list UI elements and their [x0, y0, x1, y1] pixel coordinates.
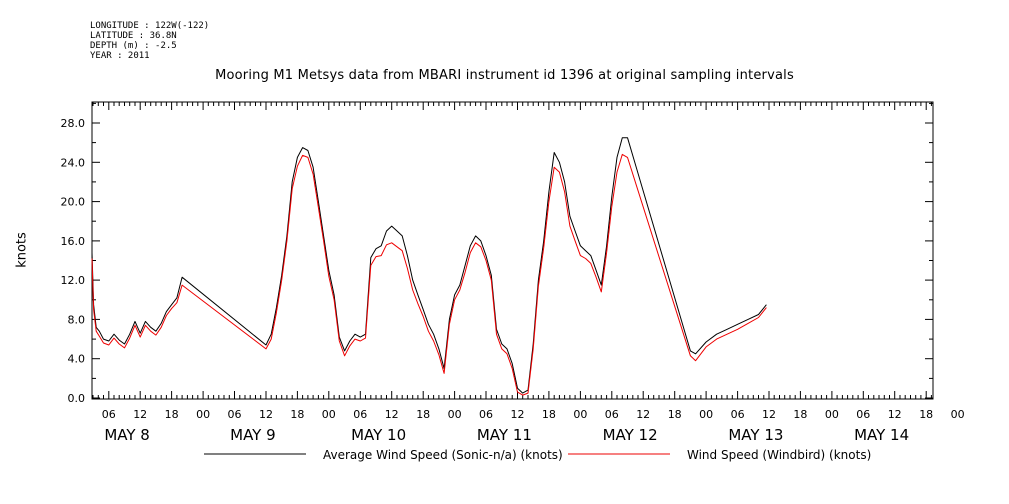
x-tick-label: 12 [762, 408, 776, 421]
day-label: MAY 9 [230, 426, 276, 444]
x-tick-label: 18 [668, 408, 682, 421]
day-label: MAY 14 [854, 426, 909, 444]
x-tick-label: 06 [731, 408, 745, 421]
y-tick-label: 0.0 [68, 392, 86, 405]
year-text: YEAR : 2011 [90, 51, 150, 61]
y-tick-label: 8.0 [68, 313, 86, 326]
legend-black-label: Average Wind Speed (Sonic-n/a) (knots) [323, 448, 563, 462]
series-line-average-wind-speed [91, 137, 767, 394]
plot-frame [91, 101, 934, 400]
y-tick-labels: 0.0 4.0 8.0 12.0 16.0 20.0 24.0 28.0 [61, 117, 86, 405]
x-tick-label: 06 [353, 408, 367, 421]
x-tick-label: 06 [228, 408, 242, 421]
x-tick-label: 06 [605, 408, 619, 421]
day-label: MAY 10 [351, 426, 406, 444]
x-tick-label: 12 [133, 408, 147, 421]
x-tick-label: 12 [888, 408, 902, 421]
chart-title: Mooring M1 Metsys data from MBARI instru… [215, 68, 794, 83]
series-line-windbird-wind-speed [91, 153, 767, 396]
x-tick-label: 18 [919, 408, 933, 421]
x-tick-label: 00 [951, 408, 965, 421]
y-tick-label: 28.0 [61, 117, 86, 130]
x-tick-label: 18 [165, 408, 179, 421]
longitude-text: LONGITUDE : 122W(-122) [90, 21, 210, 31]
x-tick-label: 12 [511, 408, 525, 421]
depth-text: DEPTH (m) : -2.5 [90, 41, 177, 51]
x-tick-label: 00 [448, 408, 462, 421]
y-tick-label: 12.0 [61, 274, 86, 287]
axis-ticks [92, 102, 933, 399]
y-tick-label: 4.0 [68, 353, 86, 366]
x-tick-label: 06 [479, 408, 493, 421]
x-tick-label: 12 [636, 408, 650, 421]
series-lines [91, 137, 767, 396]
x-tick-label: 06 [102, 408, 116, 421]
day-label: MAY 12 [603, 426, 658, 444]
x-tick-label: 18 [416, 408, 430, 421]
station-metadata: LONGITUDE : 122W(-122) LATITUDE : 36.8N … [90, 21, 209, 61]
x-tick-label: 06 [856, 408, 870, 421]
day-label: MAY 11 [477, 426, 532, 444]
x-tick-label: 12 [259, 408, 273, 421]
y-tick-label: 24.0 [61, 156, 86, 169]
x-tick-label: 00 [825, 408, 839, 421]
x-tick-label: 18 [290, 408, 304, 421]
x-tick-label: 00 [322, 408, 336, 421]
x-tick-label: 18 [793, 408, 807, 421]
day-label: MAY 8 [104, 426, 150, 444]
legend-red-label: Wind Speed (Windbird) (knots) [687, 448, 871, 462]
x-tick-label: 12 [385, 408, 399, 421]
y-tick-label: 16.0 [61, 235, 86, 248]
x-tick-label: 00 [196, 408, 210, 421]
x-tick-label: 00 [699, 408, 713, 421]
day-label: MAY 13 [728, 426, 783, 444]
latitude-text: LATITUDE : 36.8N [90, 31, 177, 41]
day-labels: MAY 8 MAY 9 MAY 10 MAY 11 MAY 12 MAY 13 MAY 14 [104, 426, 909, 444]
x-tick-label: 00 [573, 408, 587, 421]
x-tick-labels: 06 12 18 00 06 12 18 00 06 12 18 00 06 12 18 00 06 12 18 00… [102, 408, 965, 421]
x-tick-label: 18 [542, 408, 556, 421]
y-tick-label: 20.0 [61, 196, 86, 209]
